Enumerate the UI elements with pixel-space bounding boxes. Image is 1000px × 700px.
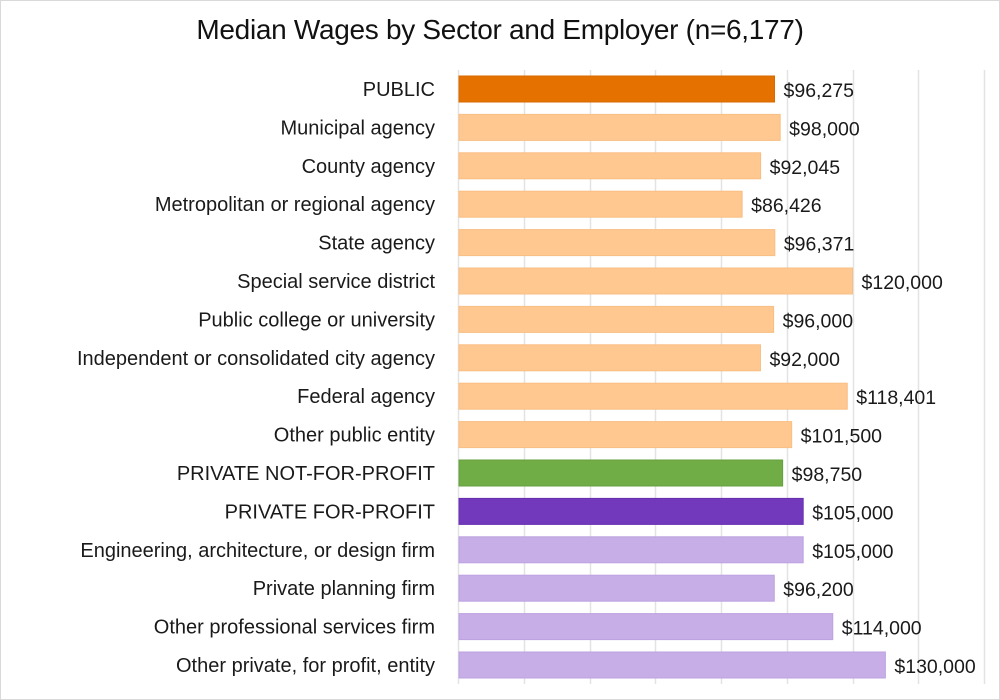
bar-8 (458, 382, 848, 410)
category-label-10: PRIVATE NOT-FOR-PROFIT (177, 463, 435, 485)
bar-5 (458, 267, 853, 295)
category-label-7: Independent or consolidated city agency (77, 348, 435, 370)
data-label-6: $96,000 (783, 310, 854, 332)
category-labels: PUBLIC Municipal agency County agency Metro… (77, 79, 435, 677)
data-label-9: $101,500 (801, 426, 882, 448)
data-labels: $96,275 $98,000 $92,045 $86,426 $96,371 $120,… (751, 80, 976, 678)
bar-1 (458, 113, 781, 141)
data-label-15: $130,000 (894, 656, 975, 678)
category-label-14: Other professional services firm (154, 617, 435, 639)
data-label-10: $98,750 (792, 464, 863, 486)
data-label-2: $92,045 (770, 157, 841, 179)
bar-15 (458, 651, 886, 679)
bar-12 (458, 536, 804, 564)
category-label-8: Federal agency (297, 386, 435, 408)
data-label-13: $96,200 (783, 579, 854, 601)
bar-11 (458, 497, 804, 525)
data-label-3: $86,426 (751, 195, 822, 217)
data-label-5: $120,000 (862, 272, 943, 294)
category-label-4: State agency (318, 233, 435, 255)
category-label-11: PRIVATE FOR-PROFIT (225, 501, 435, 523)
category-label-9: Other public entity (274, 425, 435, 447)
category-label-6: Public college or university (198, 309, 435, 331)
data-label-4: $96,371 (784, 234, 855, 256)
category-label-5: Special service district (237, 271, 435, 293)
data-label-0: $96,275 (784, 80, 855, 102)
bar-7 (458, 344, 761, 372)
category-label-3: Metropolitan or regional agency (155, 194, 435, 216)
data-label-11: $105,000 (812, 502, 893, 524)
bar-9 (458, 421, 793, 449)
data-label-1: $98,000 (789, 118, 860, 140)
category-label-12: Engineering, architecture, or design fir… (80, 540, 435, 562)
category-label-15: Other private, for profit, entity (176, 655, 435, 677)
category-label-13: Private planning firm (253, 578, 435, 600)
bar-3 (458, 190, 743, 218)
data-label-12: $105,000 (812, 541, 893, 563)
bar-13 (458, 574, 775, 602)
bars (458, 75, 886, 679)
bar-0 (458, 75, 776, 103)
category-label-1: Municipal agency (280, 117, 435, 139)
category-label-0: PUBLIC (363, 79, 435, 101)
bar-6 (458, 305, 775, 333)
data-label-7: $92,000 (769, 349, 840, 371)
bar-2 (458, 152, 762, 180)
data-label-14: $114,000 (842, 618, 922, 640)
bar-4 (458, 229, 776, 257)
category-label-2: County agency (302, 156, 435, 178)
bar-10 (458, 459, 784, 487)
chart-title: Median Wages by Sector and Employer (n=6… (196, 14, 804, 45)
data-label-8: $118,401 (856, 387, 936, 409)
bar-14 (458, 613, 834, 641)
